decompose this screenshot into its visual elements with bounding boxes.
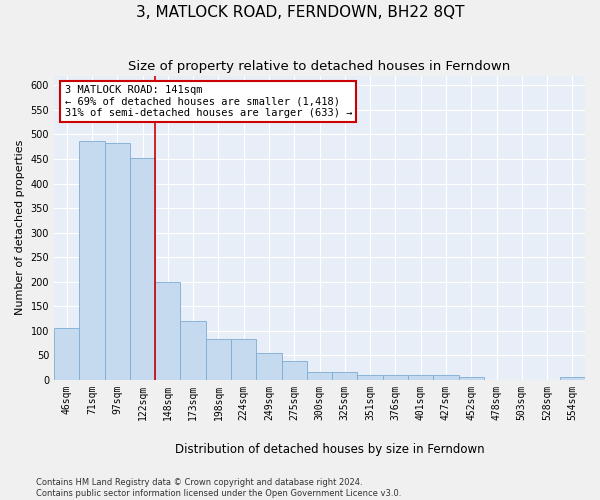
Bar	[560, 378, 585, 380]
Y-axis label: Number of detached properties: Number of detached properties	[15, 140, 25, 316]
Bar	[206, 339, 231, 380]
Text: 3, MATLOCK ROAD, FERNDOWN, BH22 8QT: 3, MATLOCK ROAD, FERNDOWN, BH22 8QT	[136, 5, 464, 20]
Bar	[307, 372, 332, 380]
Bar	[79, 141, 104, 380]
Bar	[104, 143, 130, 380]
Bar	[433, 375, 458, 380]
Text: Distribution of detached houses by size in Ferndown: Distribution of detached houses by size …	[175, 442, 485, 456]
Title: Size of property relative to detached houses in Ferndown: Size of property relative to detached ho…	[128, 60, 511, 73]
Bar	[281, 361, 307, 380]
Bar	[358, 375, 383, 380]
Bar	[383, 375, 408, 380]
Bar	[155, 282, 181, 380]
Bar	[54, 328, 79, 380]
Bar	[130, 158, 155, 380]
Bar	[256, 353, 281, 380]
Bar	[332, 372, 358, 380]
Bar	[458, 378, 484, 380]
Bar	[181, 321, 206, 380]
Text: Contains HM Land Registry data © Crown copyright and database right 2024.
Contai: Contains HM Land Registry data © Crown c…	[36, 478, 401, 498]
Bar	[231, 339, 256, 380]
Text: 3 MATLOCK ROAD: 141sqm
← 69% of detached houses are smaller (1,418)
31% of semi-: 3 MATLOCK ROAD: 141sqm ← 69% of detached…	[65, 84, 352, 118]
Bar	[408, 375, 433, 380]
